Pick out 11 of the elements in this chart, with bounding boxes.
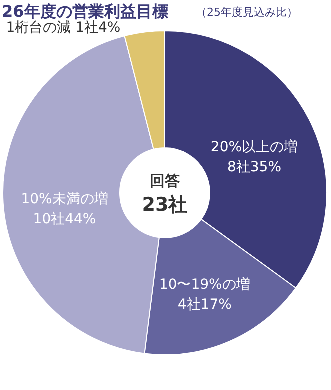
chart-title: 26年度の営業利益目標 (2, 2, 168, 21)
data-label: 8社35% (227, 159, 282, 176)
data-label: 10社44% (33, 211, 96, 228)
slice-label: 10〜19%の増 (159, 276, 250, 294)
chart-subtitle: （25年度見込み比） (196, 6, 298, 19)
slice-label: 20%以上の増 (210, 138, 298, 156)
data-label: 4社17% (178, 297, 232, 314)
text: 回答 (150, 172, 180, 190)
text: 23社 (142, 194, 188, 216)
slice-label: 10%未満の増 (21, 190, 108, 208)
slice-label: 1桁台の減 1社4% (6, 20, 121, 36)
